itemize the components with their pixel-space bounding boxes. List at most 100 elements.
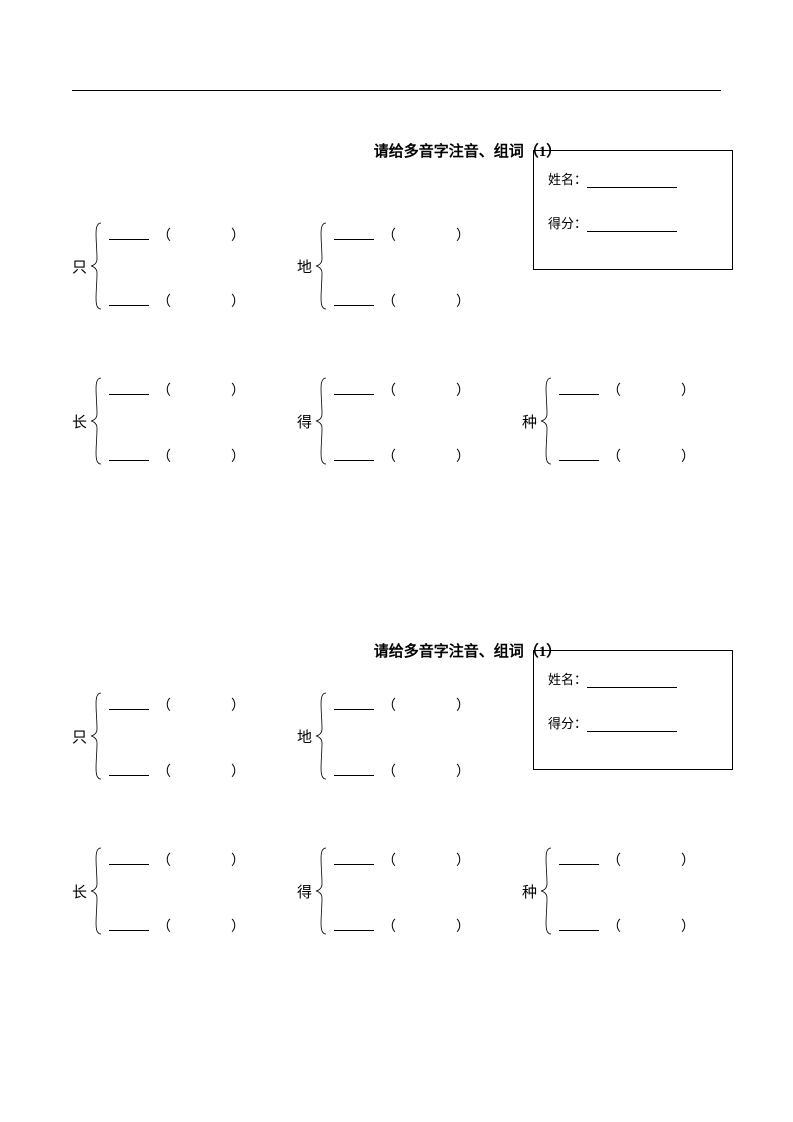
- pinyin-blank[interactable]: [334, 764, 374, 776]
- paren-close: ）: [456, 850, 470, 870]
- entry-di: 地 （） （）: [297, 686, 488, 786]
- reading-slots: （） （）: [328, 376, 488, 466]
- pinyin-blank[interactable]: [334, 449, 374, 461]
- paren-open: （: [607, 380, 621, 400]
- char-row-1: 只 （） （） 地 （） （）: [72, 216, 743, 316]
- reading-slot-top: （）: [103, 225, 245, 245]
- pinyin-blank[interactable]: [109, 449, 149, 461]
- pinyin-blank[interactable]: [559, 919, 599, 931]
- paren-open: （: [607, 916, 621, 936]
- paren-open: （: [607, 446, 621, 466]
- char-row-2: 长 （） （） 得 （） （） 种 （） （）: [72, 371, 743, 471]
- brace-icon: [89, 376, 103, 466]
- reading-slot-top: （）: [328, 380, 470, 400]
- reading-slot-bottom: （）: [103, 446, 245, 466]
- char-label: 长: [72, 411, 87, 432]
- char-label: 只: [72, 256, 87, 277]
- pinyin-blank[interactable]: [334, 698, 374, 710]
- reading-slot-bottom: （）: [328, 291, 470, 311]
- paren-close: ）: [231, 916, 245, 936]
- reading-slots: （） （）: [103, 221, 263, 311]
- brace-icon: [314, 691, 328, 781]
- reading-slot-bottom: （）: [328, 916, 470, 936]
- brace-icon: [314, 221, 328, 311]
- char-row-2: 长 （） （） 得 （） （） 种 （） （）: [72, 841, 743, 941]
- reading-slot-bottom: （）: [553, 916, 695, 936]
- paren-open: （: [382, 695, 396, 715]
- paren-open: （: [382, 446, 396, 466]
- paren-open: （: [157, 291, 171, 311]
- paren-close: ）: [456, 446, 470, 466]
- pinyin-blank[interactable]: [334, 228, 374, 240]
- paren-open: （: [157, 850, 171, 870]
- paren-open: （: [382, 380, 396, 400]
- name-label: 姓名：: [548, 172, 587, 187]
- pinyin-blank[interactable]: [109, 383, 149, 395]
- reading-slots: （） （）: [103, 376, 263, 466]
- paren-open: （: [157, 761, 171, 781]
- char-label: 种: [522, 881, 537, 902]
- paren-open: （: [157, 695, 171, 715]
- char-label: 得: [297, 881, 312, 902]
- pinyin-blank[interactable]: [334, 383, 374, 395]
- char-label: 地: [297, 256, 312, 277]
- brace-icon: [89, 846, 103, 936]
- reading-slot-bottom: （）: [328, 446, 470, 466]
- paren-open: （: [382, 761, 396, 781]
- paren-open: （: [157, 446, 171, 466]
- paren-open: （: [382, 850, 396, 870]
- paren-close: ）: [231, 761, 245, 781]
- paren-open: （: [382, 291, 396, 311]
- reading-slots: （） （）: [328, 221, 488, 311]
- entry-de: 得 （） （）: [297, 371, 488, 471]
- pinyin-blank[interactable]: [109, 919, 149, 931]
- char-label: 只: [72, 726, 87, 747]
- brace-icon: [539, 376, 553, 466]
- paren-close: ）: [456, 225, 470, 245]
- reading-slot-top: （）: [328, 850, 470, 870]
- pinyin-blank[interactable]: [559, 853, 599, 865]
- reading-slot-bottom: （）: [103, 916, 245, 936]
- paren-close: ）: [231, 695, 245, 715]
- pinyin-blank[interactable]: [109, 764, 149, 776]
- reading-slots: （） （）: [103, 691, 263, 781]
- paren-open: （: [157, 380, 171, 400]
- reading-slots: （） （）: [553, 376, 713, 466]
- pinyin-blank[interactable]: [109, 294, 149, 306]
- pinyin-blank[interactable]: [334, 294, 374, 306]
- pinyin-blank[interactable]: [559, 449, 599, 461]
- worksheet-1: 请给多音字注音、组词（1） 姓名： 得分： 只 （） （） 地 （） （）: [72, 140, 743, 511]
- char-label: 长: [72, 881, 87, 902]
- paren-close: ）: [456, 380, 470, 400]
- reading-slot-bottom: （）: [103, 761, 245, 781]
- entry-zhi: 只 （） （）: [72, 216, 263, 316]
- entry-chang: 长 （） （）: [72, 841, 263, 941]
- pinyin-blank[interactable]: [109, 228, 149, 240]
- reading-slot-top: （）: [553, 850, 695, 870]
- name-label: 姓名：: [548, 672, 587, 687]
- char-label: 种: [522, 411, 537, 432]
- entry-di: 地 （） （）: [297, 216, 488, 316]
- pinyin-blank[interactable]: [109, 698, 149, 710]
- entry-zhong: 种 （） （）: [522, 371, 713, 471]
- paren-close: ）: [681, 446, 695, 466]
- paren-close: ）: [231, 380, 245, 400]
- paren-close: ）: [681, 916, 695, 936]
- reading-slot-top: （）: [553, 380, 695, 400]
- paren-close: ）: [456, 695, 470, 715]
- reading-slot-top: （）: [103, 380, 245, 400]
- pinyin-blank[interactable]: [334, 853, 374, 865]
- pinyin-blank[interactable]: [109, 853, 149, 865]
- brace-icon: [314, 846, 328, 936]
- paren-open: （: [382, 916, 396, 936]
- entry-chang: 长 （） （）: [72, 371, 263, 471]
- reading-slot-bottom: （）: [103, 291, 245, 311]
- name-blank[interactable]: [587, 174, 677, 188]
- paren-close: ）: [231, 291, 245, 311]
- brace-icon: [539, 846, 553, 936]
- reading-slots: （） （）: [103, 846, 263, 936]
- pinyin-blank[interactable]: [559, 383, 599, 395]
- reading-slot-top: （）: [328, 225, 470, 245]
- pinyin-blank[interactable]: [334, 919, 374, 931]
- reading-slots: （） （）: [553, 846, 713, 936]
